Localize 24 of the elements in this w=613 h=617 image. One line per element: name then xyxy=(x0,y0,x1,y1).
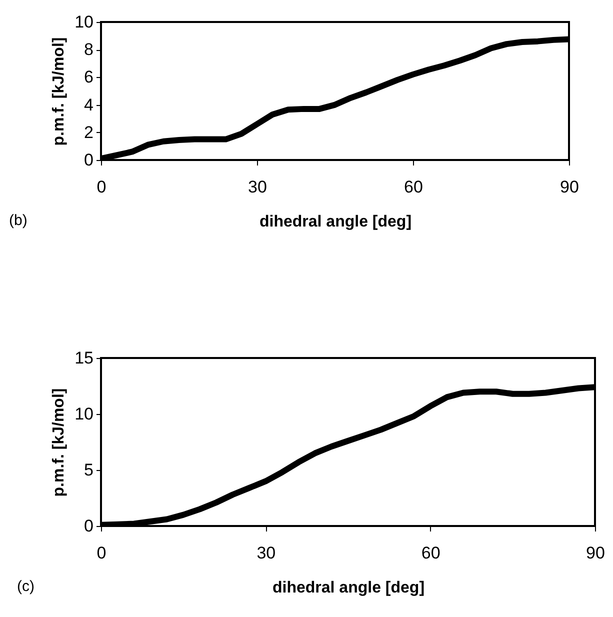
y-tick-label: 2 xyxy=(84,122,94,142)
x-axis-title: dihedral angle [deg] xyxy=(272,580,425,596)
x-tick-label: 60 xyxy=(421,544,440,562)
text: (b) xyxy=(9,212,28,229)
text: (c) xyxy=(17,578,34,595)
x-tick-label: 30 xyxy=(248,178,267,196)
y-axis-title: p.m.f. [kJ/mol] xyxy=(50,37,68,146)
y-tick-label: 8 xyxy=(84,40,94,60)
y-tick-label: 4 xyxy=(84,95,94,114)
y-tick-label: 0 xyxy=(84,150,94,170)
y-tick-label: 10 xyxy=(74,12,94,32)
x-tick-label: 90 xyxy=(560,178,579,196)
y-tick-label: 5 xyxy=(84,460,94,480)
x-tick-label: 60 xyxy=(404,178,423,196)
y-axis-title: p.m.f. [kJ/mol] xyxy=(50,388,68,497)
y-tick-label: 10 xyxy=(74,404,94,424)
x-tick-label: 0 xyxy=(96,544,106,562)
x-tick-label: 30 xyxy=(256,544,276,562)
x-tick-label: 0 xyxy=(96,178,106,196)
x-axis-title: dihedral angle [deg] xyxy=(259,214,412,230)
y-tick-label: 6 xyxy=(84,68,94,87)
x-tick-label: 90 xyxy=(586,544,605,562)
y-tick-label: 15 xyxy=(74,348,94,368)
y-tick-label: 0 xyxy=(84,516,94,536)
